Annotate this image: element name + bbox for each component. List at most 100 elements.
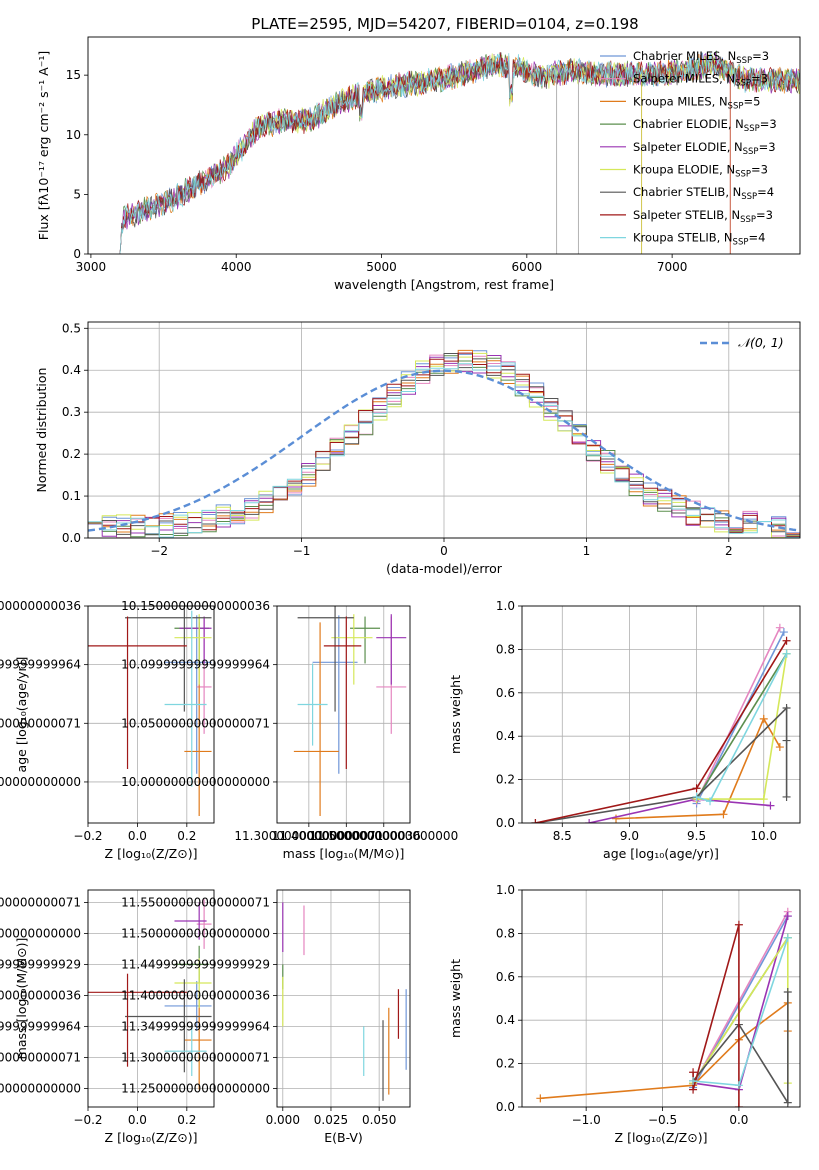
plot-area <box>536 907 792 1107</box>
legend-label-sub: SSP <box>740 215 756 225</box>
y-tick-label: 0.8 <box>496 926 515 940</box>
legend-label-tail: =3 <box>756 208 773 222</box>
y-tick-label: 0.6 <box>496 686 515 700</box>
weight-line <box>692 935 789 1084</box>
histogram-step <box>88 362 800 538</box>
y-tick-label: 10.00000000000000000 <box>0 775 81 789</box>
x-tick-label: 8.5 <box>553 829 572 843</box>
weight-marker <box>585 819 594 823</box>
plot-area <box>119 50 800 254</box>
weight-vs-age-panel: 8.5 9.0 9.5 10.0 0.0 0.2 0.4 0.6 0.8 1.0 age [log₁… <box>448 599 801 861</box>
axes-frame <box>87 321 801 539</box>
y-tick-label: 10.09999999999999964 <box>0 658 81 672</box>
weight-marker <box>531 819 540 823</box>
y-tick-label: 1.0 <box>496 599 515 613</box>
y-axis-label: Normed distribution <box>34 368 49 493</box>
x-tick-label: −2 <box>150 544 168 558</box>
weight-marker <box>775 623 784 632</box>
x-tick-label: 4000 <box>221 260 252 274</box>
legend-label-tail: =3 <box>759 140 776 154</box>
age-vs-mass-panel: 11.3000000000000007111.40000000000000036… <box>121 599 458 861</box>
y-tick-label: 0.0 <box>496 1100 515 1114</box>
histogram-step <box>88 352 800 538</box>
plot-area <box>88 606 212 816</box>
weight-marker <box>689 1068 698 1077</box>
legend-label: Kroupa STELIB, NSSP=4 <box>633 231 765 248</box>
weight-marker <box>719 810 728 819</box>
weight-marker <box>775 743 784 752</box>
y-tick-label: 0.4 <box>62 363 81 377</box>
legend-label-text: Salpeter ELODIE, N <box>633 140 743 154</box>
legend-label-text: Salpeter STELIB, N <box>633 208 740 222</box>
plot-area <box>88 349 800 538</box>
x-tick-label: 7000 <box>657 260 688 274</box>
weight-line <box>692 992 789 1106</box>
x-tick-label: 0.000 <box>266 1113 300 1127</box>
legend-label-sub: SSP <box>728 101 744 111</box>
legend-label-sub: SSP <box>735 170 751 180</box>
spectrum-line <box>119 53 800 254</box>
y-tick-label: 11.34999999999999964 <box>121 1019 270 1033</box>
legend-label-sub: SSP <box>743 147 759 157</box>
y-tick-label: 10.00000000000000000 <box>121 775 270 789</box>
axes-frame <box>87 36 801 255</box>
x-axis-label: (data-model)/error <box>386 561 503 576</box>
y-tick-label: 10.15000000000000036 <box>121 599 270 613</box>
weight-marker <box>612 814 621 823</box>
x-tick-label: 0.2 <box>177 1113 196 1127</box>
residuals-panel: −2 −1 0 1 2 0.0 0.1 0.2 0.3 0.4 0.5 (data-model)/er… <box>34 321 801 576</box>
weight-marker <box>782 649 791 658</box>
y-tick-label: 0.8 <box>496 642 515 656</box>
legend-label: Salpeter ELODIE, NSSP=3 <box>633 140 776 157</box>
legend-label: Chabrier ELODIE, NSSP=3 <box>633 117 777 134</box>
weight-line <box>695 653 788 800</box>
x-tick-label: −0.2 <box>73 1113 102 1127</box>
x-tick-label: 0.025 <box>314 1113 348 1127</box>
y-tick-label: 11.25000000000000000 <box>121 1081 270 1095</box>
legend-label-sub: SSP <box>744 124 760 134</box>
x-tick-label: −1 <box>293 544 311 558</box>
x-tick-label: 0.0 <box>128 1113 147 1127</box>
y-tick-label: 0.4 <box>496 1013 515 1027</box>
plot-area <box>531 623 791 823</box>
y-tick-label: 11.55000000000000071 <box>121 895 270 909</box>
y-tick-label: 15 <box>66 68 81 82</box>
weight-marker <box>782 792 791 801</box>
weight-marker <box>783 912 792 921</box>
gaussian-curve <box>88 369 800 532</box>
weight-marker <box>783 1098 792 1107</box>
x-tick-label: 6000 <box>512 260 543 274</box>
y-tick-label: 1.0 <box>496 883 515 897</box>
x-tick-label: 2 <box>725 544 733 558</box>
plot-area <box>282 902 407 1101</box>
weight-marker <box>692 792 701 801</box>
x-axis-label: mass [log₁₀(M/M⊙)] <box>283 846 405 861</box>
legend-label-sub: SSP <box>741 192 757 202</box>
weight-line <box>615 717 781 820</box>
legend-label-tail: =3 <box>760 117 777 131</box>
x-axis-label: Z [log₁₀(Z/Z⊙)] <box>615 1130 708 1145</box>
y-axis-label: mass [log₁₀(M/M⊙)] <box>14 938 29 1060</box>
age-vs-metallicity-panel: −0.2 0.0 0.2 10.00000000000000000 10.0500000… <box>0 599 215 861</box>
x-axis-label: Z [log₁₀(Z/Z⊙)] <box>105 846 198 861</box>
y-tick-label: 0.4 <box>496 729 515 743</box>
weight-marker <box>779 628 788 637</box>
weight-marker <box>759 795 768 804</box>
legend-label: Salpeter MILES, NSSP=3 <box>633 72 768 89</box>
legend-label: Chabrier STELIB, NSSP=4 <box>633 185 774 202</box>
x-tick-label: 11.50000000000000000 <box>309 829 458 843</box>
y-tick-label: 11.30000000000000071 <box>0 1050 81 1064</box>
legend-label-sub: SSP <box>735 79 751 89</box>
y-tick-label: 0 <box>73 247 81 261</box>
y-tick-label: 11.50000000000000000 <box>0 926 81 940</box>
x-tick-label: 0.0 <box>729 1113 748 1127</box>
legend-label-sub: SSP <box>733 238 749 248</box>
weight-line <box>692 911 789 1086</box>
x-tick-label: −0.2 <box>73 829 102 843</box>
weight-marker <box>782 636 791 645</box>
mass-vs-ebv-panel: 0.000 0.025 0.050 11.25000000000000000 11.30… <box>121 889 411 1145</box>
x-tick-label: 10.0 <box>750 829 777 843</box>
y-tick-label: 11.25000000000000000 <box>0 1081 81 1095</box>
weight-marker <box>734 1103 743 1107</box>
